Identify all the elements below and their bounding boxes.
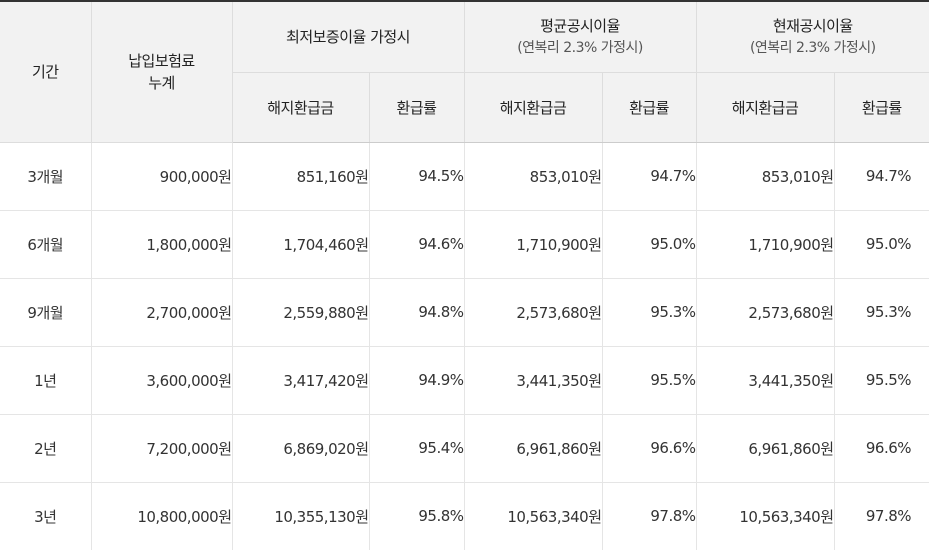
header-refund-rate: 환급률 [601,72,697,143]
table-header: 기간 납입보험료 누계 최저보증이율 가정시 평균공시이율 (연복리 2.3% … [0,0,930,143]
cell-period: 2년 [0,414,92,483]
header-refund-amount: 해지환급금 [463,72,603,143]
header-group-current-rate: 현재공시이율 (연복리 2.3% 가정시) [695,0,930,73]
table-row: 6개월 1,800,000원 1,704,460원 94.6% 1,710,90… [0,210,930,279]
cell-period: 3개월 [0,142,92,211]
cell-period: 3년 [0,482,92,550]
cell-cur-refund: 2,573,680원 [696,278,835,347]
cell-period: 6개월 [0,210,92,279]
cell-avg-rate: 95.0% [602,210,697,279]
cell-avg-rate: 97.8% [602,482,697,550]
table-row: 2년 7,200,000원 6,869,020원 95.4% 6,961,860… [0,414,930,483]
cell-min-rate: 95.4% [369,414,465,483]
cell-avg-rate: 96.6% [602,414,697,483]
cell-cur-refund: 3,441,350원 [696,346,835,415]
cell-period: 1년 [0,346,92,415]
cell-min-refund: 2,559,880원 [232,278,370,347]
header-refund-amount: 해지환급금 [231,72,370,143]
cell-premium: 1,800,000원 [91,210,233,279]
cell-avg-refund: 10,563,340원 [464,482,603,550]
cell-avg-refund: 6,961,860원 [464,414,603,483]
cell-avg-refund: 3,441,350원 [464,346,603,415]
cell-min-rate: 95.8% [369,482,465,550]
cell-cur-rate: 97.8% [865,507,912,526]
cell-premium: 10,800,000원 [91,482,233,550]
header-period: 기간 [0,0,92,143]
cell-cur-refund: 6,961,860원 [696,414,835,483]
header-refund-rate: 환급률 [833,72,930,143]
cell-premium: 900,000원 [91,142,233,211]
header-group-min-guarantee: 최저보증이율 가정시 [231,0,465,73]
cell-min-refund: 6,869,020원 [232,414,370,483]
cell-min-rate: 94.9% [369,346,465,415]
cell-premium: 7,200,000원 [91,414,233,483]
header-premium-line2: 누계 [148,73,175,92]
cell-min-refund: 851,160원 [232,142,370,211]
header-premium-line1: 납입보험료 [128,51,195,70]
header-row-groups: 기간 납입보험료 누계 최저보증이율 가정시 평균공시이율 (연복리 2.3% … [0,0,930,143]
cell-min-refund: 3,417,420원 [232,346,370,415]
cell-cur-refund: 1,710,900원 [696,210,835,279]
cell-cur-refund: 853,010원 [696,142,835,211]
table-row: 1년 3,600,000원 3,417,420원 94.9% 3,441,350… [0,346,930,415]
cell-min-rate: 94.6% [369,210,465,279]
header-premium: 납입보험료 누계 [90,0,233,143]
cell-cur-rate: 95.0% [834,210,930,279]
cell-min-refund: 1,704,460원 [232,210,370,279]
cell-min-rate: 94.8% [369,278,465,347]
cell-period: 9개월 [0,278,92,347]
cell-avg-rate: 95.5% [602,346,697,415]
table-row: 3년 10,800,000원 10,355,130원 95.8% 10,563,… [0,482,929,550]
table-body: 3개월 900,000원 851,160원 94.5% 853,010원 94.… [0,142,930,550]
header-group-average-rate: 평균공시이율 (연복리 2.3% 가정시) [463,0,697,73]
header-row-sub: 해지환급금 환급률 해지환급금 환급률 해지환급금 환급률 [0,72,930,143]
table-row: 3개월 900,000원 851,160원 94.5% 853,010원 94.… [0,142,930,211]
cell-cur-rate: 95.3% [834,278,930,347]
cell-avg-refund: 1,710,900원 [464,210,603,279]
cell-avg-refund: 2,573,680원 [464,278,603,347]
header-refund-rate: 환급률 [368,72,465,143]
cell-cur-rate: 94.7% [834,142,930,211]
table-row: 9개월 2,700,000원 2,559,880원 94.8% 2,573,68… [0,278,930,347]
cell-cur-refund: 10,563,340원 [696,482,835,550]
cell-avg-rate: 95.3% [602,278,697,347]
header-refund-amount: 해지환급금 [695,72,835,143]
cell-avg-refund: 853,010원 [464,142,603,211]
cell-min-refund: 10,355,130원 [232,482,370,550]
cell-min-rate: 94.5% [369,142,465,211]
cell-cur-rate: 95.5% [834,346,930,415]
cell-premium: 3,600,000원 [91,346,233,415]
cell-avg-rate: 94.7% [602,142,697,211]
cell-premium: 2,700,000원 [91,278,233,347]
cell-cur-rate: 96.6% [834,414,930,483]
